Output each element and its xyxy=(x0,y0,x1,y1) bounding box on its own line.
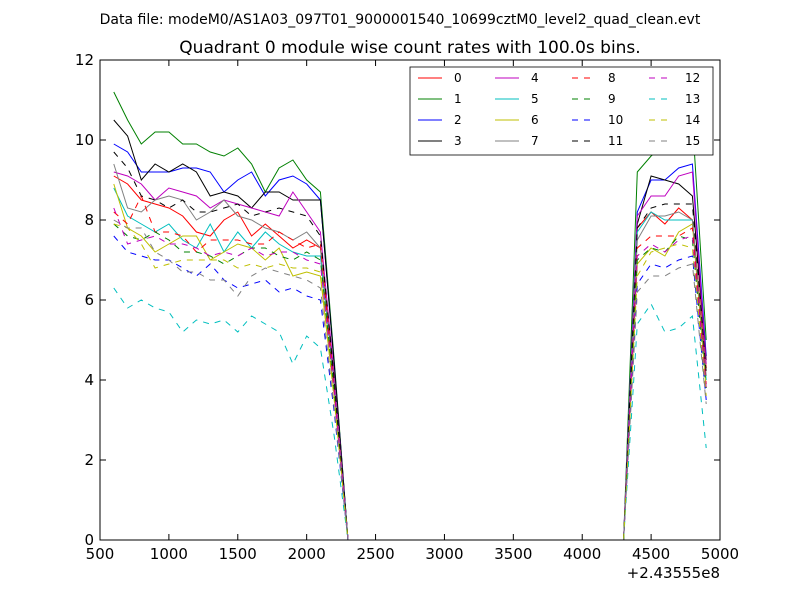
legend-label-1: 1 xyxy=(454,92,462,106)
legend-label-5: 5 xyxy=(531,92,539,106)
legend-label-8: 8 xyxy=(608,71,616,85)
legend-label-2: 2 xyxy=(454,113,462,127)
series-layer xyxy=(113,91,707,541)
legend-label-9: 9 xyxy=(608,92,616,106)
x-tick-label: 2500 xyxy=(356,545,394,563)
legend-label-13: 13 xyxy=(685,92,700,106)
y-tick-label: 8 xyxy=(84,211,94,229)
axis-ticks: 500 1000 1500 2000 2500 3000 3500 4000 4500 5000 0… xyxy=(75,51,739,563)
series-line-12 xyxy=(113,207,707,541)
series-line-1 xyxy=(113,91,707,541)
y-tick-label: 12 xyxy=(75,51,94,69)
x-tick-label: 1000 xyxy=(150,545,188,563)
x-tick-label: 5000 xyxy=(701,545,739,563)
series-line-7 xyxy=(113,163,707,541)
series-line-5 xyxy=(113,187,707,541)
x-tick-label: 1500 xyxy=(219,545,257,563)
legend-label-3: 3 xyxy=(454,134,462,148)
legend-label-11: 11 xyxy=(608,134,623,148)
x-axis-offset-label: +2.43555e8 xyxy=(627,564,720,582)
series-line-9 xyxy=(113,223,707,541)
series-line-3 xyxy=(113,119,707,541)
legend-label-15: 15 xyxy=(685,134,700,148)
chart-title: Quadrant 0 module wise count rates with … xyxy=(179,38,640,58)
y-tick-label: 2 xyxy=(84,451,94,469)
legend-label-12: 12 xyxy=(685,71,700,85)
y-tick-label: 6 xyxy=(84,291,94,309)
legend-label-10: 10 xyxy=(608,113,623,127)
legend-label-0: 0 xyxy=(454,71,462,85)
series-line-14 xyxy=(113,223,707,541)
series-line-15 xyxy=(113,219,707,541)
series-line-4 xyxy=(113,171,707,541)
series-line-0 xyxy=(113,175,707,541)
x-tick-label: 3000 xyxy=(425,545,463,563)
y-tick-label: 10 xyxy=(75,131,94,149)
series-line-10 xyxy=(113,235,707,541)
series-line-11 xyxy=(113,151,707,541)
x-tick-label: 2000 xyxy=(288,545,326,563)
legend-frame xyxy=(409,66,714,156)
chart-suptitle: Data file: modeM0/AS1A03_097T01_90000015… xyxy=(100,12,701,28)
legend-label-14: 14 xyxy=(685,113,700,127)
y-tick-label: 4 xyxy=(84,371,94,389)
legend-label-7: 7 xyxy=(531,134,539,148)
x-tick-label: 4500 xyxy=(632,545,670,563)
legend-label-4: 4 xyxy=(531,71,539,85)
y-tick-label: 0 xyxy=(84,531,94,549)
legend-label-6: 6 xyxy=(531,113,539,127)
x-tick-label: 500 xyxy=(86,545,115,563)
x-tick-label: 3500 xyxy=(494,545,532,563)
series-line-13 xyxy=(113,287,707,541)
x-tick-label: 4000 xyxy=(563,545,601,563)
series-line-2 xyxy=(113,143,707,541)
